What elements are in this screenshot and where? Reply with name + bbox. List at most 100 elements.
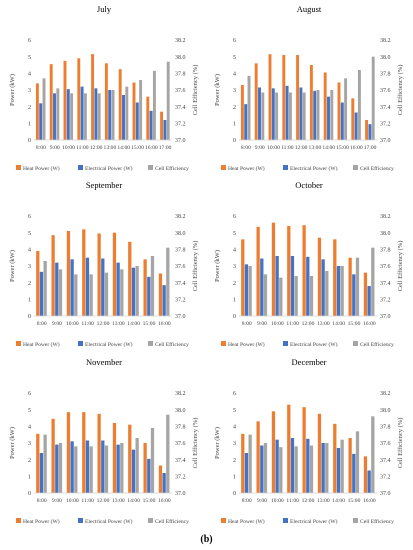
- legend-swatch: [221, 518, 226, 523]
- electrical-bar: [70, 441, 74, 493]
- efficiency-bar: [104, 272, 109, 316]
- legend-label: Cell Efficiency: [360, 165, 394, 172]
- efficiency-bar: [74, 446, 78, 493]
- x-tick-label: 9:00: [52, 498, 62, 504]
- y2-tick-label: 37.2: [380, 298, 391, 304]
- legend-label: Cell Efficiency: [360, 518, 394, 525]
- x-tick-label: 10:00: [66, 498, 79, 504]
- x-tick-label: 13:00: [317, 498, 330, 504]
- y-tick-label: 2: [233, 458, 236, 464]
- electrical-bar: [149, 110, 153, 140]
- y-tick-label: 3: [233, 88, 236, 94]
- y-tick-label: 1: [28, 298, 31, 304]
- y-tick-label: 4: [233, 72, 236, 78]
- heat-bar: [82, 229, 86, 316]
- efficiency-bar: [70, 93, 74, 140]
- y2-tick-label: 37.0: [175, 138, 186, 144]
- y2-tick-label: 37.6: [380, 88, 391, 94]
- electrical-bar: [244, 104, 248, 140]
- y2-axis-label: Cell Efficiency (%): [397, 241, 404, 292]
- efficiency-bar: [152, 70, 156, 140]
- heat-bar: [51, 418, 55, 493]
- heat-bar: [337, 82, 341, 140]
- x-tick-label: 16:00: [363, 498, 376, 504]
- x-tick-label: 9:00: [52, 321, 62, 327]
- y2-tick-label: 37.0: [175, 491, 186, 497]
- y2-tick-label: 37.2: [175, 122, 186, 128]
- efficiency-bar: [275, 92, 279, 140]
- y-tick-label: 2: [28, 458, 31, 464]
- electrical-bar: [162, 285, 166, 316]
- y-tick-label: 1: [233, 122, 236, 128]
- electrical-bar: [131, 267, 136, 316]
- y-tick-label: 0: [28, 491, 31, 497]
- efficiency-bar: [261, 92, 265, 140]
- y-tick-label: 3: [233, 441, 236, 447]
- heat-bar: [309, 65, 313, 140]
- legend-swatch: [283, 341, 288, 346]
- y-tick-label: 1: [28, 122, 31, 128]
- y2-tick-label: 38.0: [175, 408, 186, 414]
- efficiency-bar: [58, 269, 63, 316]
- efficiency-bar: [43, 261, 47, 316]
- electrical-bar: [260, 445, 264, 493]
- y2-tick-label: 37.4: [380, 281, 391, 287]
- heat-bar: [333, 239, 337, 316]
- heat-bar: [317, 413, 322, 493]
- electrical-bar: [85, 440, 90, 493]
- y2-tick-label: 37.2: [175, 298, 186, 304]
- heat-bar: [271, 411, 276, 493]
- electrical-bar: [131, 449, 136, 493]
- x-tick-label: 13:00: [112, 321, 125, 327]
- efficiency-bar: [166, 61, 170, 140]
- legend-swatch: [353, 165, 358, 170]
- x-tick-label: 14:00: [332, 498, 345, 504]
- heat-bar: [118, 69, 122, 140]
- y2-tick-label: 37.2: [380, 122, 391, 128]
- electrical-bar: [368, 124, 372, 140]
- y-tick-label: 5: [233, 408, 236, 414]
- y2-tick-label: 38.2: [380, 214, 391, 220]
- x-tick-label: 12:00: [295, 145, 308, 151]
- chart-title: December: [292, 357, 327, 367]
- x-tick-label: 8:00: [37, 498, 47, 504]
- electrical-bar: [354, 112, 358, 140]
- y2-tick-label: 37.8: [380, 72, 391, 78]
- x-tick-label: 12:00: [97, 498, 110, 504]
- y2-tick-label: 37.6: [175, 441, 186, 447]
- y2-tick-label: 37.0: [380, 491, 391, 497]
- chart-august-panel: August 0 1 2 3 4 5 6 37.0 37.2 37.4 37.6 37.8 38.0 38.…: [209, 2, 409, 178]
- efficiency-bar: [325, 271, 329, 316]
- y2-tick-label: 37.2: [175, 475, 186, 481]
- x-tick-label: 10:00: [66, 321, 79, 327]
- y-tick-label: 3: [28, 441, 31, 447]
- heat-bar: [51, 235, 55, 316]
- x-tick-label: 10:00: [271, 321, 284, 327]
- y2-tick-label: 37.4: [380, 105, 391, 111]
- chart-september: September 0 1 2 3 4 5 6 37.0 37.2 37.4 37.6 37.8 38.0…: [9, 180, 199, 348]
- efficiency-bar: [325, 443, 329, 493]
- x-tick-label: 8:00: [242, 321, 252, 327]
- efficiency-bar: [294, 276, 298, 316]
- heat-bar: [348, 257, 352, 316]
- y-tick-label: 6: [28, 391, 31, 397]
- efficiency-bar: [288, 92, 292, 140]
- electrical-bar: [258, 87, 261, 140]
- electrical-bar: [271, 88, 275, 140]
- efficiency-bar: [166, 247, 170, 316]
- efficiency-bar: [357, 70, 361, 140]
- y-axis-label: Power (kW): [9, 427, 16, 459]
- heat-bar: [77, 58, 81, 141]
- x-tick-label: 14:00: [127, 498, 140, 504]
- heat-bar: [143, 259, 147, 316]
- y-tick-label: 0: [28, 138, 31, 144]
- x-tick-label: 11:00: [286, 321, 299, 327]
- efficiency-bar: [58, 443, 63, 493]
- heat-bar: [323, 72, 327, 140]
- efficiency-bar: [263, 274, 268, 316]
- y2-tick-label: 37.4: [175, 105, 186, 111]
- x-tick-label: 17:00: [159, 145, 172, 151]
- efficiency-bar: [330, 90, 334, 140]
- efficiency-bar: [104, 445, 109, 493]
- x-tick-label: 12:00: [97, 321, 110, 327]
